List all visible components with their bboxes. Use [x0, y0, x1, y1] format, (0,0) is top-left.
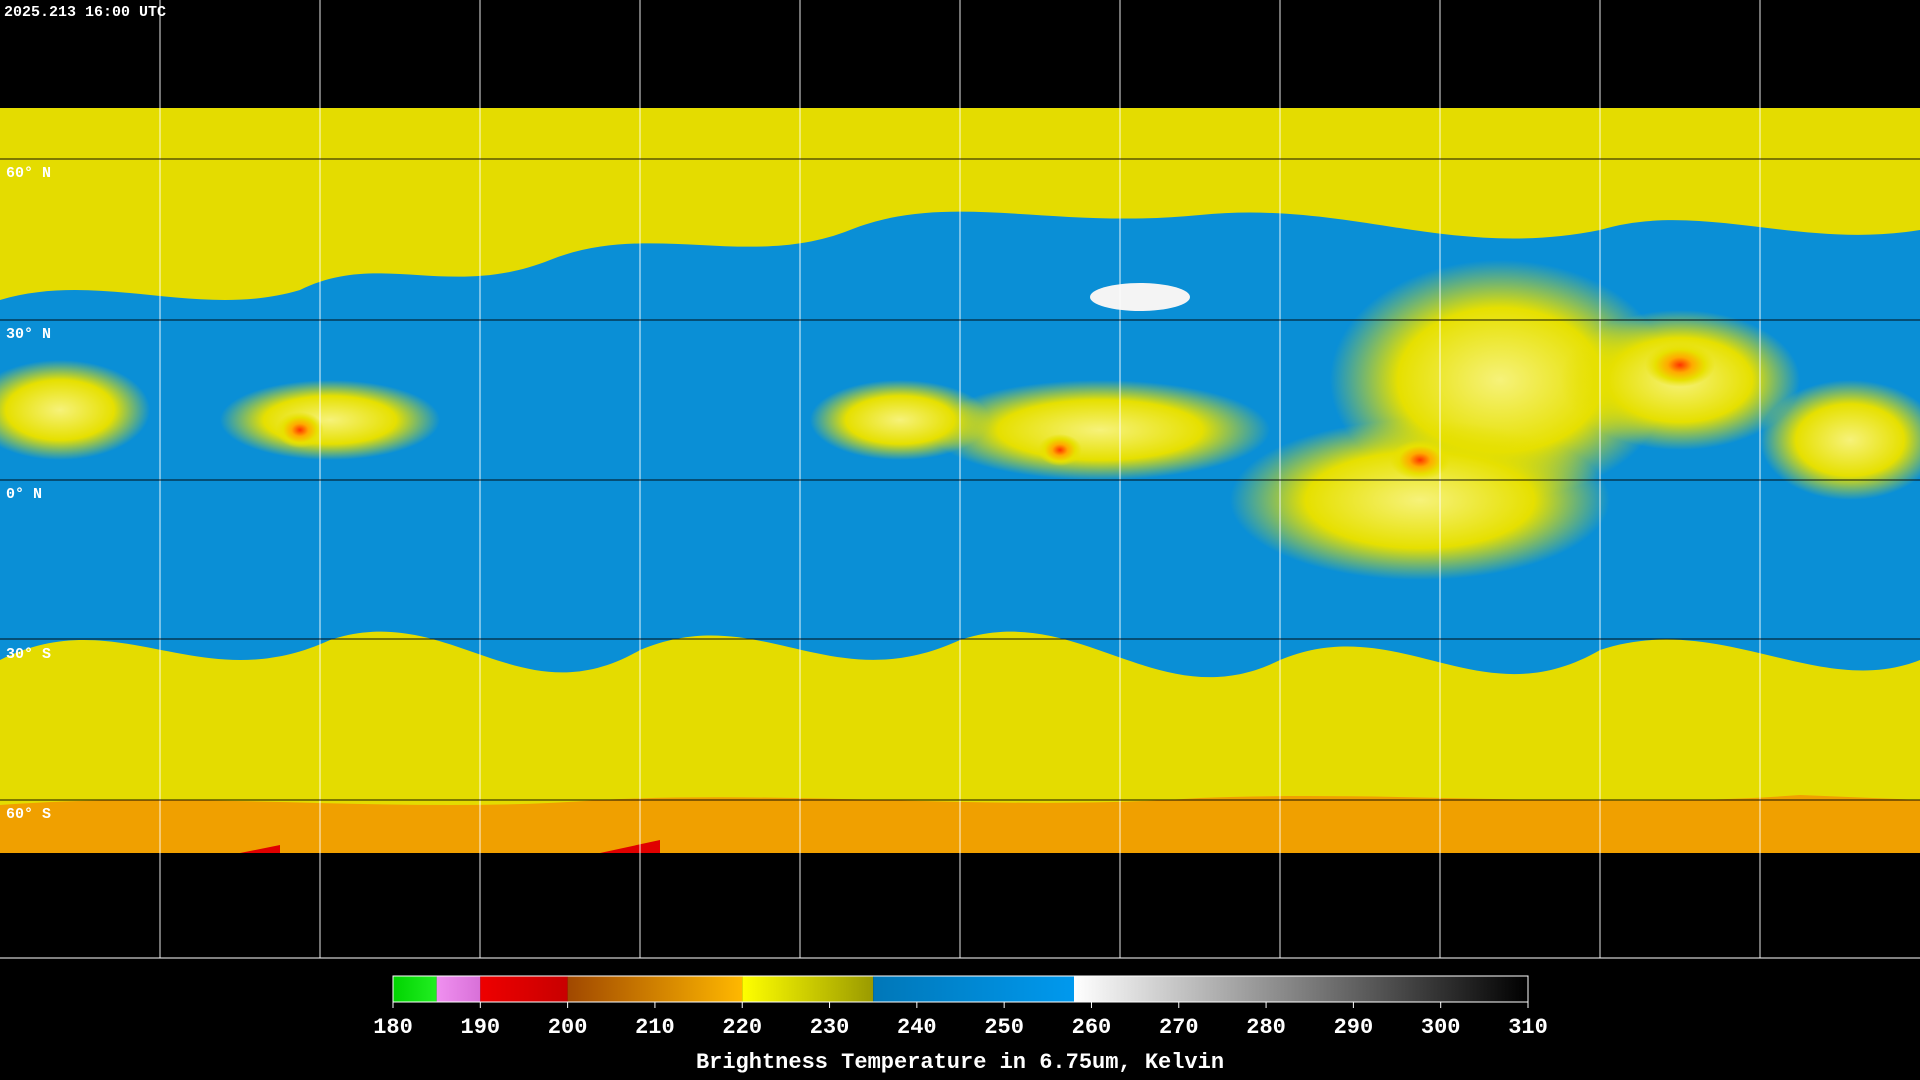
- cloud: [810, 380, 990, 460]
- colorbar-title: Brightness Temperature in 6.75um, Kelvin: [696, 1050, 1224, 1075]
- storm: [1038, 434, 1082, 466]
- colorbar-tick-label: 190: [461, 1015, 501, 1040]
- colorbar-tick-label: 250: [984, 1015, 1024, 1040]
- colorbar-segment: [480, 976, 568, 1002]
- colorbar-tick-label: 220: [722, 1015, 762, 1040]
- graticule: [0, 0, 1920, 958]
- colorbar-tick-label: 200: [548, 1015, 588, 1040]
- cloud: [0, 360, 150, 460]
- cold-spot: [240, 840, 660, 853]
- colorbar-tick-label: 280: [1246, 1015, 1286, 1040]
- colorbar-tick-label: 310: [1508, 1015, 1548, 1040]
- colorbar-frame: [392, 975, 1529, 1003]
- colorbar-tick-label: 300: [1421, 1015, 1461, 1040]
- storm: [1645, 343, 1715, 387]
- warm-spot: [1090, 283, 1190, 311]
- colorbar-segment: [873, 976, 1074, 1002]
- colorbar-tick-label: 180: [373, 1015, 413, 1040]
- colorbar: 180 190 200 210 220 230 240 250 260 270 280 290 300 3…: [373, 975, 1548, 1040]
- storm: [276, 412, 324, 448]
- colorbar-tick-label: 230: [810, 1015, 850, 1040]
- storm: [1390, 440, 1450, 480]
- cloud: [1760, 380, 1920, 500]
- colorbar-segment: [393, 976, 437, 1002]
- cloud: [1230, 420, 1610, 580]
- lat-label: 60° N: [6, 165, 51, 182]
- colorbar-tick-label: 240: [897, 1015, 937, 1040]
- lat-label: 0° N: [6, 486, 42, 503]
- colorbar-segment: [742, 976, 874, 1002]
- lat-label: 30° N: [6, 326, 51, 343]
- colorbar-tick-label: 260: [1072, 1015, 1112, 1040]
- colorbar-segment: [1074, 976, 1528, 1002]
- cloud: [220, 380, 440, 460]
- cloud: [930, 380, 1270, 480]
- colorbar-segment: [567, 976, 743, 1002]
- colorbar-tick-label: 290: [1334, 1015, 1374, 1040]
- lat-label: 30° S: [6, 646, 51, 663]
- colorbar-tick-label: 210: [635, 1015, 675, 1040]
- colorbar-segment: [436, 976, 481, 1002]
- lat-label: 60° S: [6, 806, 51, 823]
- colorbar-tick-label: 270: [1159, 1015, 1199, 1040]
- timestamp: 2025.213 16:00 UTC: [4, 4, 166, 21]
